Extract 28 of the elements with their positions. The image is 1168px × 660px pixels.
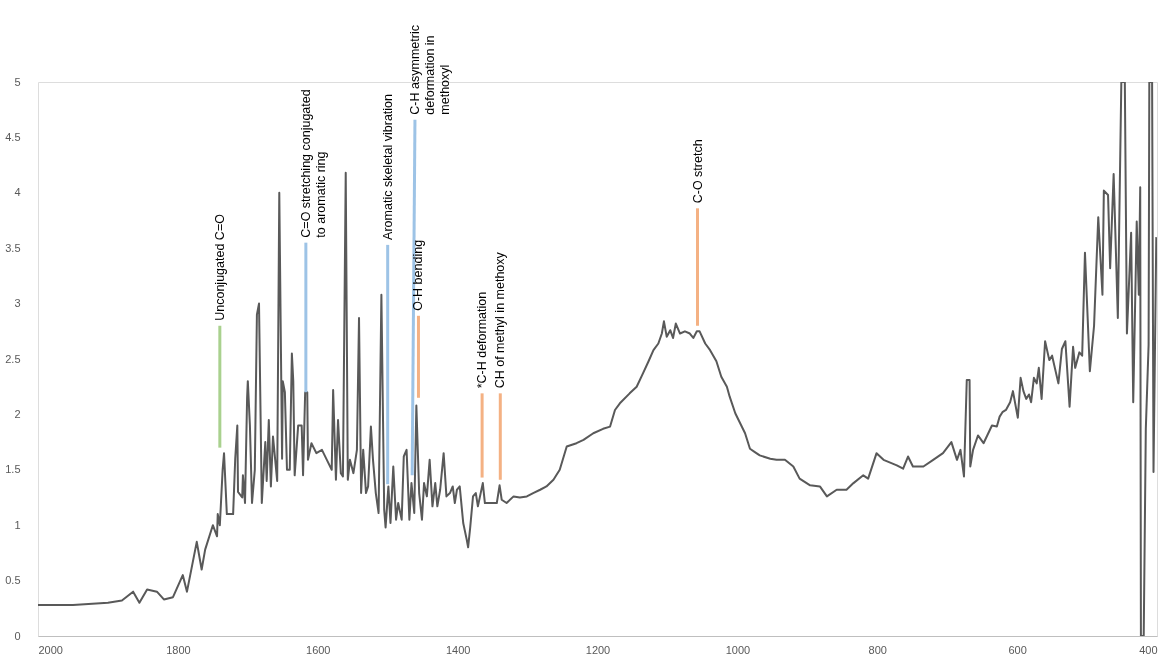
annotation: C-O stretch xyxy=(690,139,705,204)
y-tick-label: 4 xyxy=(14,186,21,199)
annotation: CH of methyl in methoxy xyxy=(493,251,508,389)
x-tick-label: 400 xyxy=(1139,643,1158,656)
annotation: *C-H deformation xyxy=(475,291,490,389)
annotation: C-H asymmetric deformation in methoxyl xyxy=(407,25,452,115)
x-tick-label: 1600 xyxy=(306,643,331,656)
annotation: Unconjugated C=O xyxy=(212,213,227,321)
x-tick-label: 1800 xyxy=(166,643,191,656)
y-tick-label: 5 xyxy=(14,75,21,88)
x-tick-label: 800 xyxy=(868,643,887,656)
x-tick-label: 1400 xyxy=(445,643,471,656)
annotation: Aromatic skeletal vibration xyxy=(380,93,395,240)
y-tick-label: 0.5 xyxy=(5,574,21,587)
y-tick-label: 0 xyxy=(14,629,21,642)
y-tick-label: 4.5 xyxy=(5,130,21,143)
annotation: O-H bending xyxy=(411,239,426,311)
y-tick-label: 2.5 xyxy=(5,352,21,365)
y-tick-label: 3 xyxy=(14,297,21,310)
x-tick-label: 2000 xyxy=(38,643,63,656)
y-tick-label: 1 xyxy=(14,518,21,531)
y-tick-label: 3.5 xyxy=(5,241,21,254)
x-tick-label: 600 xyxy=(1008,643,1027,656)
annotation: C=O stretching conjugated to aromatic ring xyxy=(298,89,328,238)
y-tick-label: 2 xyxy=(14,407,21,420)
x-tick-label: 1000 xyxy=(725,643,751,656)
x-tick-label: 1200 xyxy=(585,643,611,656)
y-tick-label: 1.5 xyxy=(5,463,21,476)
